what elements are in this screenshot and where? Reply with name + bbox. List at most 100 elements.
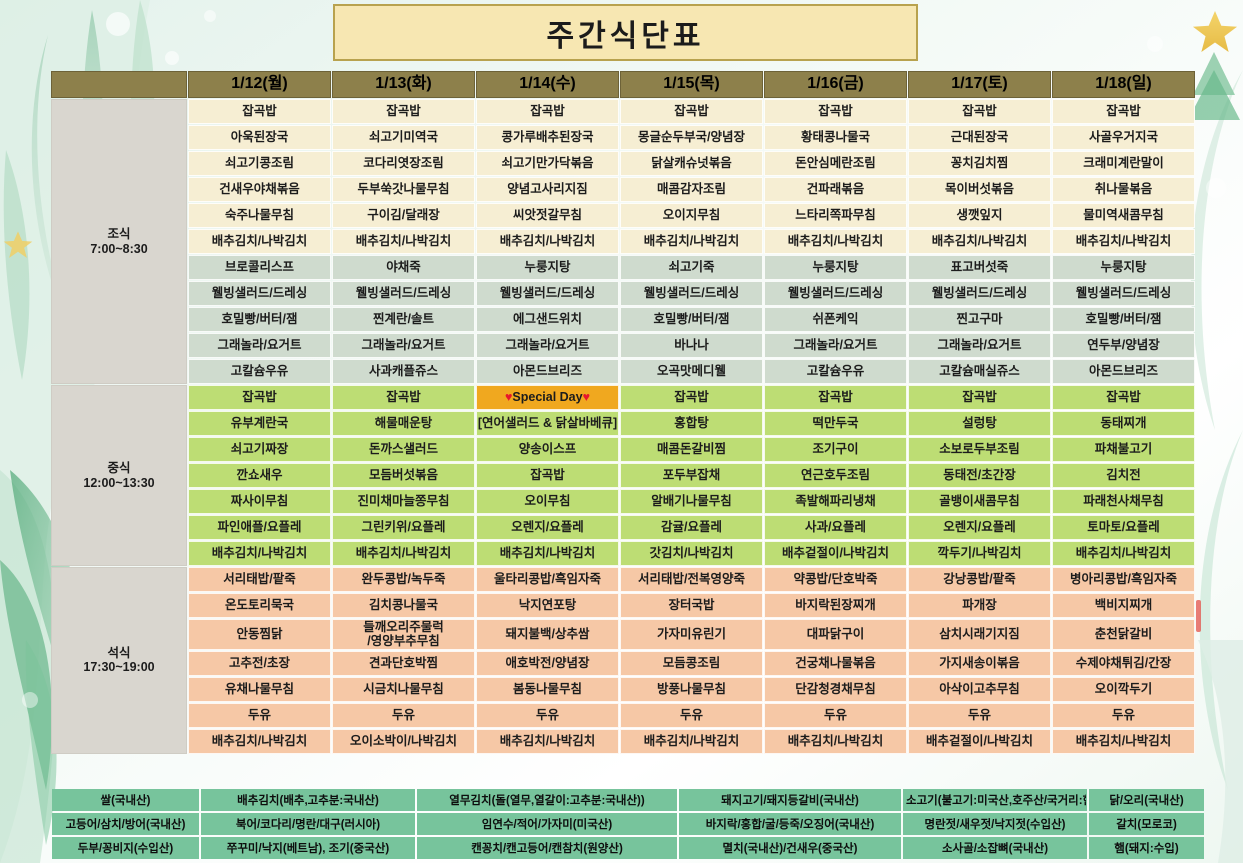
menu-cell: 연근호두조림 xyxy=(764,463,907,488)
menu-cell: 족발해파리냉채 xyxy=(764,489,907,514)
menu-cell: 웰빙샐러드/드레싱 xyxy=(908,281,1051,306)
menu-cell: 구이김/달래장 xyxy=(332,203,475,228)
menu-cell: 쇠고기콩조림 xyxy=(188,151,331,176)
menu-cell: 짜사이무침 xyxy=(188,489,331,514)
menu-row: 건새우야채볶음 두부쑥갓나물무침 양념고사리지짐 매콤감자조림 건파래볶음 목이버섯볶음 취… xyxy=(51,177,1195,202)
menu-cell: 코다리엿장조림 xyxy=(332,151,475,176)
menu-cell: 낙지연포탕 xyxy=(476,593,619,618)
menu-cell: 잡곡밥 xyxy=(908,99,1051,124)
menu-cell: 사골우거지국 xyxy=(1052,125,1195,150)
meal-name: 중식 xyxy=(107,461,131,476)
origin-row: 고등어/삼치/방어(국내산) 북어/코다리/명란/대구(러시아) 임연수/적어/가자… xyxy=(52,813,1204,835)
menu-cell: 웰빙샐러드/드레싱 xyxy=(188,281,331,306)
menu-cell: 배추김치/나박김치 xyxy=(764,229,907,254)
menu-cell: 견과단호박찜 xyxy=(332,650,475,676)
day-header-6[interactable]: 1/17(토) xyxy=(908,71,1051,98)
menu-cell: 가자미유린기 xyxy=(620,619,763,650)
menu-row: 짜사이무침 진미채마늘쫑무침 오이무침 알배기나물무침 족발해파리냉채 골뱅이새콤무침 파래… xyxy=(51,489,1195,514)
menu-cell: 느타리쪽파무침 xyxy=(764,203,907,228)
menu-cell: 배추김치/나박김치 xyxy=(188,229,331,254)
menu-cell: 강낭콩밥/팥죽 xyxy=(908,567,1051,592)
menu-cell: 배추김치/나박김치 xyxy=(1052,229,1195,254)
menu-cell: 두유 xyxy=(476,702,619,728)
menu-cell: 웰빙샐러드/드레싱 xyxy=(1052,281,1195,306)
meal-time: 17:30~19:00 xyxy=(83,660,155,675)
menu-cell: 배추김치/나박김치 xyxy=(1052,728,1195,754)
menu-cell: 돼지불백/상추쌈 xyxy=(476,619,619,650)
menu-cell: 모듬콩조림 xyxy=(620,650,763,676)
menu-row: 웰빙샐러드/드레싱 웰빙샐러드/드레싱 웰빙샐러드/드레싱 웰빙샐러드/드레싱 웰빙샐러… xyxy=(51,281,1195,306)
menu-cell: 들깨오리주물럭/영양부추무침 xyxy=(332,619,475,650)
origin-cell: 두부/꽁비지(수입산) xyxy=(52,837,199,859)
menu-cell: 누룽지탕 xyxy=(764,255,907,280)
menu-cell: 서리태밥/전복영양죽 xyxy=(620,567,763,592)
menu-table-head: 1/12(월) 1/13(화) 1/14(수) 1/15(목) 1/16(금) 1/17(… xyxy=(51,71,1195,98)
menu-cell: 설렁탕 xyxy=(908,411,1051,436)
menu-cell: 아욱된장국 xyxy=(188,125,331,150)
menu-cell: 바지락된장찌개 xyxy=(764,593,907,618)
menu-cell: 숙주나물무침 xyxy=(188,203,331,228)
menu-cell: 잡곡밥 xyxy=(764,99,907,124)
menu-cell: 잡곡밥 xyxy=(332,99,475,124)
menu-cell: 물미역새콤무침 xyxy=(1052,203,1195,228)
menu-cell: 씨앗젓갈무침 xyxy=(476,203,619,228)
origin-cell: 바지락/홍합/굴/등죽/오징어(국내산) xyxy=(679,813,901,835)
origin-cell: 소사골/소잡뼈(국내산) xyxy=(903,837,1087,859)
menu-cell: 배추겉절이/나박김치 xyxy=(908,728,1051,754)
menu-item: 들깨오리주물럭 xyxy=(363,620,444,634)
menu-cell: 그래놀라/요거트 xyxy=(908,333,1051,358)
menu-cell: 파인애플/요플레 xyxy=(188,515,331,540)
menu-cell: 쇠고기만가닥볶음 xyxy=(476,151,619,176)
menu-cell: 가지새송이볶음 xyxy=(908,650,1051,676)
menu-cell: 호밀빵/버터/잼 xyxy=(620,307,763,332)
origin-cell: 배추김치(배추,고추분:국내산) xyxy=(201,789,415,811)
menu-row: 브로콜리스프 야채죽 누룽지탕 쇠고기죽 누룽지탕 표고버섯죽 누룽지탕 xyxy=(51,255,1195,280)
menu-cell: 그래놀라/요거트 xyxy=(332,333,475,358)
menu-row: 배추김치/나박김치 오이소박이/나박김치 배추김치/나박김치 배추김치/나박김치 배추김… xyxy=(51,728,1195,754)
menu-cell: 그래놀라/요거트 xyxy=(764,333,907,358)
origin-cell: 고등어/삼치/방어(국내산) xyxy=(52,813,199,835)
menu-row: 고칼슘우유 사과캐플쥬스 아몬드브리즈 오곡맛메디웰 고칼슘우유 고칼슘매실쥬스 아몬드브리… xyxy=(51,359,1195,384)
day-header-row: 1/12(월) 1/13(화) 1/14(수) 1/15(목) 1/16(금) 1/17(… xyxy=(51,71,1195,98)
menu-row: 두유 두유 두유 두유 두유 두유 두유 xyxy=(51,702,1195,728)
meal-time: 7:00~8:30 xyxy=(90,241,148,256)
day-header-3[interactable]: 1/14(수) xyxy=(476,71,619,98)
menu-cell: 오곡맛메디웰 xyxy=(620,359,763,384)
day-header-2[interactable]: 1/13(화) xyxy=(332,71,475,98)
menu-cell: 백비지찌개 xyxy=(1052,593,1195,618)
menu-cell: 쉬폰케익 xyxy=(764,307,907,332)
menu-cell: 파래천사채무침 xyxy=(1052,489,1195,514)
menu-cell: 봄동나물무침 xyxy=(476,676,619,702)
menu-cell: 배추김치/나박김치 xyxy=(188,728,331,754)
special-day-label: Special Day xyxy=(512,390,583,405)
day-header-5[interactable]: 1/16(금) xyxy=(764,71,907,98)
origin-cell: 쭈꾸미/낙지(베트남), 조기(중국산) xyxy=(201,837,415,859)
menu-cell: 약콩밥/단호박죽 xyxy=(764,567,907,592)
menu-cell: 배추김치/나박김치 xyxy=(620,728,763,754)
menu-cell: 병아리콩밥/흑임자죽 xyxy=(1052,567,1195,592)
menu-cell: 두유 xyxy=(908,702,1051,728)
day-header-4[interactable]: 1/15(목) xyxy=(620,71,763,98)
menu-cell: 배추김치/나박김치 xyxy=(332,229,475,254)
page-title: 주간식단표 xyxy=(333,4,918,61)
menu-cell: 웰빙샐러드/드레싱 xyxy=(476,281,619,306)
origin-cell: 캔꽁치/캔고등어/캔참치(원양산) xyxy=(417,837,677,859)
day-header-7[interactable]: 1/18(일) xyxy=(1052,71,1195,98)
menu-cell: 생깻잎지 xyxy=(908,203,1051,228)
menu-item: /영양부추무침 xyxy=(367,634,440,649)
menu-cell: 표고버섯죽 xyxy=(908,255,1051,280)
menu-cell: 홍합탕 xyxy=(620,411,763,436)
menu-cell: 동태전/초간장 xyxy=(908,463,1051,488)
menu-cell: 완두콩밥/녹두죽 xyxy=(332,567,475,592)
menu-row: 깐쇼새우 모듬버섯볶음 잡곡밥 포두부잡채 연근호두조림 동태전/초간장 김치전 xyxy=(51,463,1195,488)
menu-cell: 바나나 xyxy=(620,333,763,358)
origin-cell: 돼지고기/돼지등갈비(국내산) xyxy=(679,789,901,811)
day-header-1[interactable]: 1/12(월) xyxy=(188,71,331,98)
menu-cell: 잡곡밥 xyxy=(476,463,619,488)
menu-row: 안동찜닭 들깨오리주물럭/영양부추무침 돼지불백/상추쌈 가자미유린기 대파닭구이 삼치시… xyxy=(51,619,1195,650)
menu-cell: 알배기나물무침 xyxy=(620,489,763,514)
menu-cell: 춘천닭갈비 xyxy=(1052,619,1195,650)
menu-cell: 조기구이 xyxy=(764,437,907,462)
ingredient-origin-table: 쌀(국내산) 배추김치(배추,고추분:국내산) 열무김치(돌(열무,열갈이:고추분:… xyxy=(50,787,1206,861)
menu-cell: [연어샐러드 & 닭살바베큐] xyxy=(476,411,619,436)
